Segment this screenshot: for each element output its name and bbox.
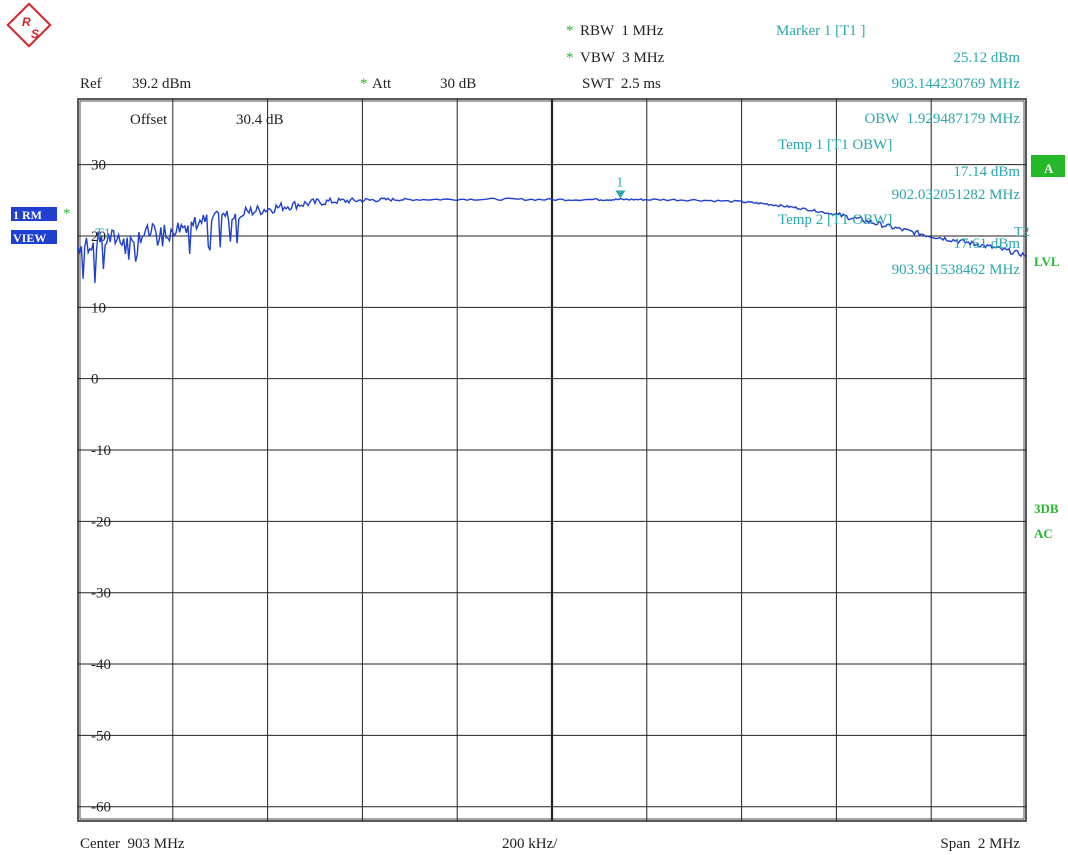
att-value: 30 dB — [440, 76, 476, 92]
temp-marker-t2-label: T2 — [1014, 225, 1030, 240]
y-tick-label: -40 — [91, 657, 111, 673]
lvl-badge: LVL — [1034, 254, 1060, 269]
y-tick-label: -20 — [91, 514, 111, 530]
marker1-level: 25.12 dBm — [953, 50, 1020, 66]
temp2-frequency: 903.961538462 MHz — [892, 262, 1021, 278]
ref-label: Ref — [80, 76, 102, 92]
rbw-star: * — [566, 23, 574, 39]
spectrum-trace — [77, 196, 1027, 284]
ac-badge: AC — [1034, 526, 1053, 541]
sweep-time: SWT 2.5 ms — [582, 76, 661, 92]
logo-letter-bottom: S — [31, 27, 39, 41]
temp2-title: Temp 2 [T1 OBW] — [778, 212, 892, 228]
frequency-span: Span 2 MHz — [940, 836, 1020, 852]
rohde-schwarz-logo: R S — [6, 2, 52, 48]
a-badge: A — [1044, 161, 1054, 176]
rbw-setting: RBW 1 MHz — [580, 23, 664, 39]
offset-label: Offset — [130, 112, 168, 128]
marker1-title: Marker 1 [T1 ] — [776, 23, 866, 39]
marker-1-triangle — [615, 190, 626, 199]
temp-marker-t1-label: T1 — [95, 226, 111, 241]
vbw-star: * — [566, 50, 574, 66]
trace-label-view: VIEW — [13, 231, 46, 245]
temp1-frequency: 902.032051282 MHz — [892, 187, 1021, 203]
trace-label-rm: 1 RM — [13, 208, 42, 222]
trace-label-bg-1 — [11, 207, 57, 221]
marker1-frequency: 903.144230769 MHz — [892, 76, 1021, 92]
y-tick-label: 0 — [91, 372, 99, 388]
y-tick-label: -60 — [91, 800, 111, 816]
center-frequency: Center 903 MHz — [80, 836, 185, 852]
ref-value: 39.2 dBm — [132, 76, 192, 92]
y-tick-label: -30 — [91, 586, 111, 602]
marker-1-label: 1 — [616, 175, 623, 190]
temp1-level: 17.14 dBm — [953, 164, 1020, 180]
a-badge-bg — [1031, 155, 1065, 177]
logo-letter-top: R — [22, 15, 31, 29]
y-tick-label: -50 — [91, 728, 111, 744]
y-tick-label: 30 — [91, 158, 106, 174]
att-star: * — [360, 76, 368, 92]
frequency-per-division: 200 kHz/ — [502, 836, 558, 852]
vbw-setting: VBW 3 MHz — [580, 50, 665, 66]
3db-badge: 3DB — [1034, 501, 1059, 516]
trace-star: * — [63, 206, 71, 222]
att-label: Att — [372, 76, 392, 92]
temp2-level: 17.61 dBm — [953, 236, 1020, 252]
trace-label-bg-2 — [11, 230, 57, 244]
offset-value: 30.4 dB — [236, 112, 284, 128]
temp1-title: Temp 1 [T1 OBW] — [778, 137, 892, 153]
obw-readout: OBW 1.929487179 MHz — [864, 111, 1020, 127]
y-tick-label: -10 — [91, 443, 111, 459]
y-tick-label: 10 — [91, 300, 106, 316]
